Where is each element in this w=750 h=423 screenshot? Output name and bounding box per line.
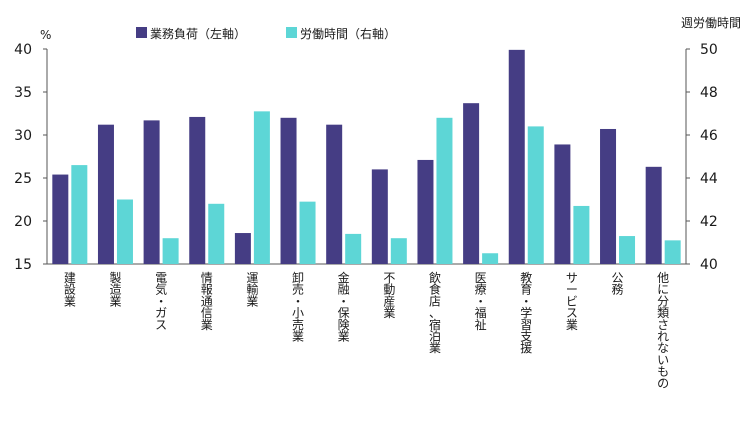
bar-left-series xyxy=(600,128,617,264)
right-tick-label: 40 xyxy=(700,257,718,273)
legend-label: 労働時間（右軸） xyxy=(300,26,396,41)
right-tick-label: 48 xyxy=(700,85,718,101)
bar-right-series xyxy=(619,236,636,264)
left-tick-label: 15 xyxy=(14,257,32,273)
bar-left-series xyxy=(326,124,343,265)
bar-left-series xyxy=(371,169,388,264)
labels-layer: 建設業 製造業 電気・ガス 情報通信業 運輸業 卸売・小売業 金融・保険業 不動産業 飲食店、宿… xyxy=(64,270,669,390)
bar-left-series xyxy=(143,120,160,264)
x-tick-label: 医療・福祉 xyxy=(475,271,487,332)
bars-layer xyxy=(52,49,681,265)
x-tick-label: 卸売・小売業 xyxy=(292,270,304,344)
legend-swatch xyxy=(286,27,297,38)
bar-right-series xyxy=(345,233,362,264)
left-axis-label: % xyxy=(40,28,51,42)
x-tick-label: 不動産業 xyxy=(383,271,395,320)
x-tick-label: 建設業 xyxy=(64,271,76,308)
bar-left-series xyxy=(189,116,206,264)
legend-label: 業務負荷（左軸） xyxy=(150,26,246,41)
bar-left-series xyxy=(280,117,297,264)
x-tick-label: 教育・学習支援 xyxy=(520,270,532,355)
x-tick-label: 他に分類されないもの xyxy=(657,271,669,390)
bar-left-series xyxy=(97,124,114,265)
legend-swatch xyxy=(136,27,147,38)
legend: 業務負荷（左軸） 労働時間（右軸） xyxy=(136,26,396,41)
left-tick-label: 25 xyxy=(14,171,32,187)
x-tick-label: 電気・ガス xyxy=(155,271,167,332)
right-tick-label: 46 xyxy=(700,128,718,144)
bar-right-series xyxy=(162,238,179,264)
x-tick-label: 運輸業 xyxy=(246,271,258,308)
right-tick-label: 44 xyxy=(700,171,718,187)
left-tick-label: 20 xyxy=(14,214,32,230)
bar-left-series xyxy=(554,144,571,264)
bar-left-series xyxy=(417,159,434,264)
bar-right-series xyxy=(482,253,499,264)
x-tick-label: 飲食店、宿泊業 xyxy=(429,270,441,355)
left-tick-label: 35 xyxy=(14,85,32,101)
bar-right-series xyxy=(71,165,88,264)
bar-right-series xyxy=(299,201,316,264)
bar-right-series xyxy=(436,117,453,264)
x-tick-label: 製造業 xyxy=(109,271,121,308)
bar-right-series xyxy=(664,240,681,264)
bar-left-series xyxy=(645,166,662,264)
right-tick-label: 42 xyxy=(700,214,718,230)
x-tick-label: 金融・保険業 xyxy=(338,270,350,344)
bar-right-series xyxy=(527,126,544,265)
right-tick-label: 50 xyxy=(700,42,718,58)
bar-left-series xyxy=(463,103,480,265)
bar-left-series xyxy=(52,174,69,264)
left-tick-label: 30 xyxy=(14,128,32,144)
bar-right-series xyxy=(208,203,225,264)
bar-right-series xyxy=(390,238,407,264)
x-tick-label: サービス業 xyxy=(566,271,578,332)
bar-right-series xyxy=(573,205,590,264)
x-tick-label: 公務 xyxy=(612,271,624,297)
bar-left-series xyxy=(508,49,525,264)
bar-right-series xyxy=(116,199,133,264)
right-axis-label: 週労働時間 xyxy=(681,16,741,30)
x-tick-label: 情報通信業 xyxy=(201,271,213,332)
bar-right-series xyxy=(253,111,270,264)
bar-left-series xyxy=(234,233,251,264)
left-tick-label: 40 xyxy=(14,42,32,58)
